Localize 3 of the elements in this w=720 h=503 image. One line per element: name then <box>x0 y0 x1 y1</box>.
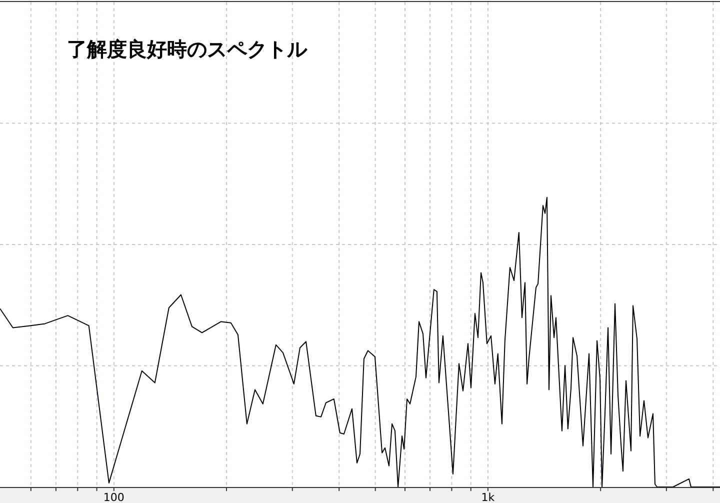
x-tick-label: 1k <box>481 491 496 503</box>
chart-title: 了解度良好時のスペクトル <box>67 37 308 61</box>
x-tick-label: 100 <box>103 491 124 503</box>
